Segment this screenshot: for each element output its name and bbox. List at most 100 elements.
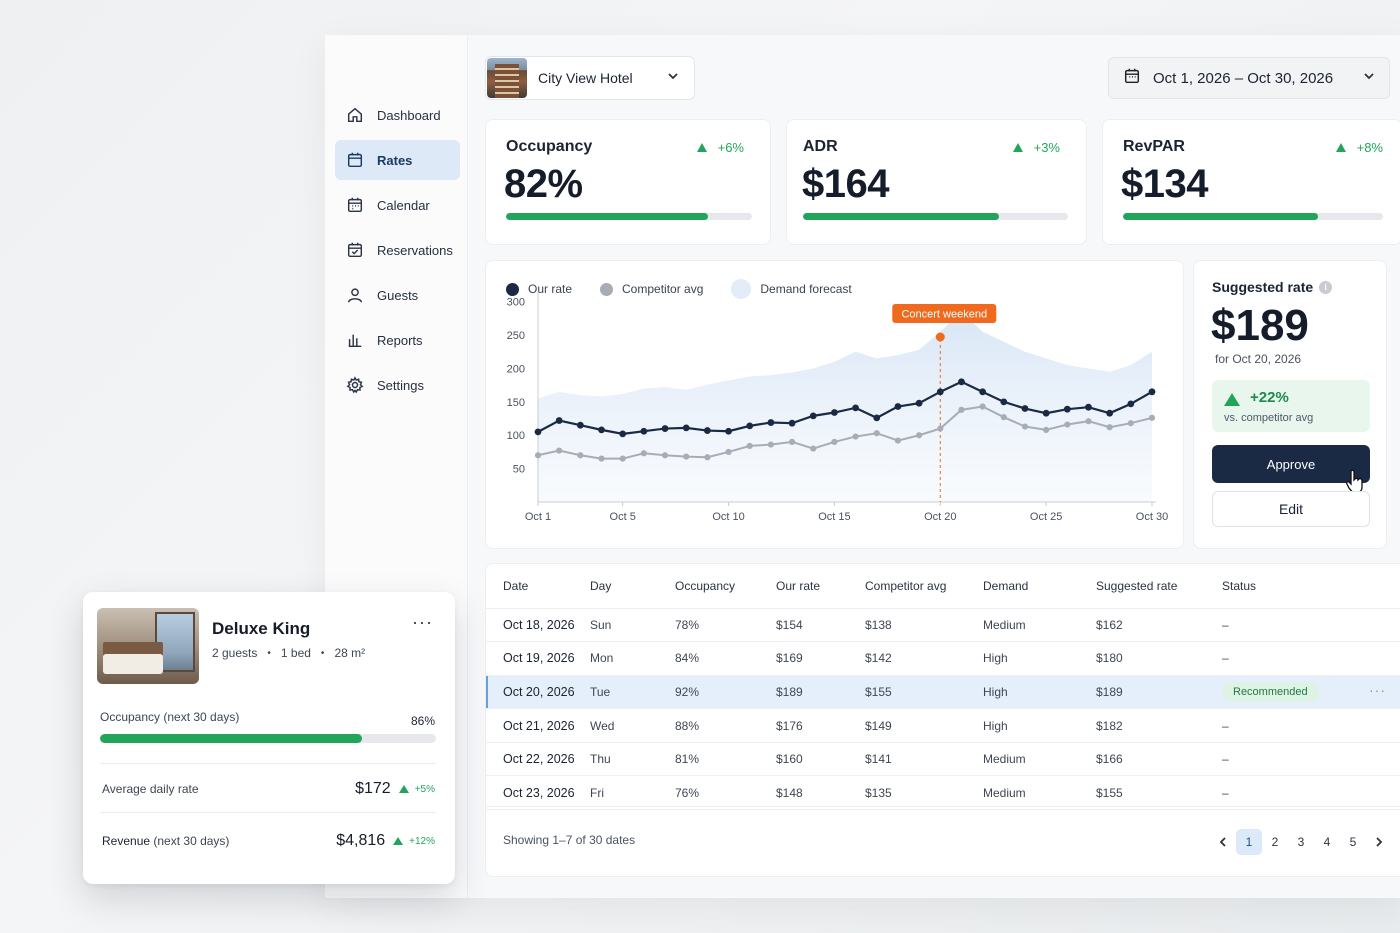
sidebar-item-label: Reservations — [377, 242, 453, 258]
room-type-card[interactable]: Deluxe King 2 guests • 1 bed • 28 m² ···… — [83, 592, 455, 884]
calendar-icon — [1123, 67, 1141, 90]
table-row[interactable]: Oct 18, 2026 Sun 78% $154 $138 Medium $162– — [486, 608, 1400, 643]
demand-forecast-area — [538, 311, 1152, 502]
kpi-label: ADR — [803, 138, 838, 155]
table-cell-demand: High — [983, 641, 1096, 676]
uplift-box: +22% vs. competitor avg — [1212, 380, 1370, 432]
edit-button[interactable]: Edit — [1212, 491, 1370, 527]
table-cell-demand: Medium — [983, 742, 1096, 777]
table-row[interactable]: Oct 19, 2026 Mon 84% $169 $142 High $180– — [486, 641, 1400, 676]
competitor-avg-point — [1127, 420, 1134, 427]
row-more-icon[interactable]: ··· — [1369, 681, 1386, 698]
our-rate-point — [661, 425, 669, 432]
page-button[interactable]: 3 — [1297, 835, 1305, 849]
calendar-grid-icon — [345, 195, 365, 215]
column-header[interactable]: Our rate — [776, 564, 865, 609]
column-header[interactable]: Occupancy — [675, 564, 776, 609]
sidebar-item-guests[interactable]: Guests — [335, 275, 460, 315]
competitor-avg-point — [1148, 414, 1156, 421]
kpi-progress-bar — [506, 213, 752, 220]
hotel-selector[interactable]: City View Hotel — [485, 56, 695, 100]
page-button[interactable]: 5 — [1349, 835, 1357, 849]
chevron-down-icon — [667, 69, 679, 87]
column-header[interactable]: Demand — [983, 564, 1096, 609]
sidebar-item-reservations[interactable]: Reservations — [335, 230, 460, 270]
page-button[interactable]: 2 — [1271, 835, 1279, 849]
sidebar-item-reports[interactable]: Reports — [335, 320, 460, 360]
our-rate-point — [979, 388, 987, 396]
adr-delta: +5% — [398, 784, 435, 795]
page-button[interactable]: 4 — [1323, 835, 1331, 849]
table-row[interactable]: Oct 22, 2026 Thu 81% $160 $141 Medium $166– — [486, 742, 1400, 777]
hand-cursor-icon — [1346, 469, 1363, 494]
competitor-avg-point — [894, 437, 902, 444]
column-header[interactable]: Competitor avg — [865, 564, 983, 609]
legend-label: Demand forecast — [760, 282, 852, 296]
app-window: Dashboard Rates Calendar Reservations Gu… — [325, 35, 1400, 898]
next-page-button[interactable] — [1366, 829, 1392, 855]
page-button[interactable]: 1 — [1236, 829, 1262, 855]
competitor-avg-point — [767, 441, 774, 448]
competitor-avg-point — [852, 433, 859, 440]
competitor-avg-point — [619, 455, 626, 462]
x-tick-label: Oct 15 — [818, 511, 850, 523]
prev-page-button[interactable] — [1210, 829, 1236, 855]
more-options-icon[interactable]: ··· — [412, 612, 433, 632]
room-occupancy-label: Occupancy (next 30 days) — [100, 710, 240, 724]
table-row[interactable]: Oct 23, 2026 Fri 76% $148 $135 Medium $155– — [486, 775, 1400, 811]
legend-dot — [600, 282, 614, 296]
kpi-progress-bar — [803, 213, 1068, 220]
kpi-delta-value: +8% — [1356, 140, 1383, 155]
sidebar-item-calendar[interactable]: Calendar — [335, 185, 460, 225]
room-occupancy-fill — [100, 734, 363, 743]
table-footer: Showing 1–7 of 30 dates 1 2 3 4 5 — [486, 806, 1400, 876]
competitor-avg-point — [704, 454, 711, 461]
room-occupancy-value: 86% — [410, 714, 435, 728]
up-arrow-icon — [1335, 143, 1346, 152]
meta-separator: • — [320, 647, 325, 659]
user-icon — [345, 285, 365, 305]
date-range-picker[interactable]: Oct 1, 2026 – Oct 30, 2026 — [1108, 57, 1390, 99]
pagination: 1 2 3 4 5 — [1210, 829, 1392, 855]
kpi-value: 82% — [504, 162, 583, 206]
column-header[interactable]: Suggested rate — [1096, 564, 1222, 609]
up-arrow-icon — [696, 143, 707, 152]
table-cell-sugg: $166 — [1096, 742, 1222, 777]
our-rate-point — [746, 422, 754, 430]
column-header[interactable]: Date — [486, 564, 590, 609]
table-cell-occ: 78% — [675, 608, 776, 643]
our-rate-point — [1127, 400, 1135, 408]
sidebar-item-rates[interactable]: Rates — [335, 140, 460, 180]
chart-legend: Our rate Competitor avg Demand forecast — [506, 279, 880, 299]
competitor-avg-point — [640, 450, 647, 457]
legend-label: Competitor avg — [622, 282, 704, 296]
kpi-delta: +3% — [1012, 140, 1060, 155]
kpi-delta-value: +3% — [1033, 140, 1060, 155]
table-cell-sugg: $189 — [1096, 675, 1222, 710]
room-photo — [97, 608, 199, 684]
room-photo-bed — [103, 654, 163, 674]
legend-item-demand[interactable]: Demand forecast — [731, 279, 852, 299]
legend-dot — [506, 282, 519, 296]
column-header[interactable]: Day — [590, 564, 675, 609]
info-icon[interactable]: i — [1319, 280, 1333, 294]
chevron-left-icon — [1219, 837, 1226, 847]
uplift-label: vs. competitor avg — [1224, 412, 1314, 424]
legend-item-competitor[interactable]: Competitor avg — [600, 279, 703, 299]
suggested-rate-date: for Oct 20, 2026 — [1215, 352, 1302, 366]
chevron-down-icon — [1363, 69, 1375, 87]
approve-button[interactable]: Approve — [1212, 445, 1370, 494]
table-cell-comp: $141 — [865, 742, 983, 777]
our-rate-point — [703, 427, 711, 434]
table-cell-status: Recommended ··· — [1222, 675, 1400, 710]
sidebar-item-settings[interactable]: Settings — [335, 365, 460, 405]
legend-label: Our rate — [528, 282, 573, 296]
column-header[interactable]: Status — [1222, 564, 1400, 609]
sidebar-item-dashboard[interactable]: Dashboard — [335, 95, 460, 135]
competitor-avg-point — [683, 453, 690, 460]
table-row[interactable]: Oct 21, 2026 Wed 88% $176 $149 High $182– — [486, 708, 1400, 743]
table-row[interactable]: Oct 20, 2026 Tue 92% $189 $155 High $189 Recomm… — [486, 675, 1400, 710]
table-cell-sugg: $182 — [1096, 708, 1222, 743]
our-rate-point — [1000, 398, 1008, 406]
legend-item-our-rate[interactable]: Our rate — [506, 279, 572, 299]
